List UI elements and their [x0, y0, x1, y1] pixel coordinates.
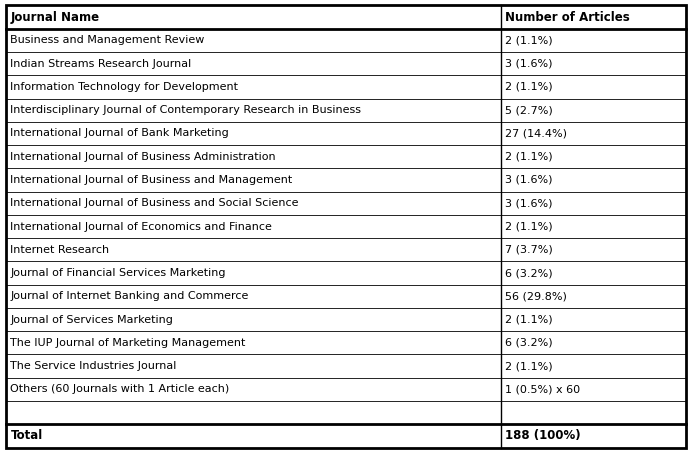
Text: International Journal of Economics and Finance: International Journal of Economics and F… [10, 222, 272, 231]
Text: 2 (1.1%): 2 (1.1%) [505, 222, 553, 231]
Text: Business and Management Review: Business and Management Review [10, 35, 205, 45]
Text: Interdisciplinary Journal of Contemporary Research in Business: Interdisciplinary Journal of Contemporar… [10, 105, 361, 115]
Text: International Journal of Bank Marketing: International Journal of Bank Marketing [10, 128, 229, 139]
Text: 6 (3.2%): 6 (3.2%) [505, 268, 553, 278]
Text: Journal of Services Marketing: Journal of Services Marketing [10, 314, 173, 325]
Text: 3 (1.6%): 3 (1.6%) [505, 198, 553, 208]
Text: 1 (0.5%) x 60: 1 (0.5%) x 60 [505, 385, 581, 395]
Text: 2 (1.1%): 2 (1.1%) [505, 361, 553, 371]
Text: International Journal of Business Administration: International Journal of Business Admini… [10, 152, 276, 162]
Text: Others (60 Journals with 1 Article each): Others (60 Journals with 1 Article each) [10, 385, 230, 395]
Text: Total: Total [10, 429, 43, 443]
Text: 2 (1.1%): 2 (1.1%) [505, 82, 553, 92]
Text: 7 (3.7%): 7 (3.7%) [505, 245, 553, 255]
Text: 3 (1.6%): 3 (1.6%) [505, 175, 553, 185]
Text: 27 (14.4%): 27 (14.4%) [505, 128, 567, 139]
Text: Journal of Financial Services Marketing: Journal of Financial Services Marketing [10, 268, 226, 278]
Text: The IUP Journal of Marketing Management: The IUP Journal of Marketing Management [10, 338, 246, 348]
Text: 2 (1.1%): 2 (1.1%) [505, 314, 553, 325]
Text: International Journal of Business and Social Science: International Journal of Business and So… [10, 198, 299, 208]
Text: 2 (1.1%): 2 (1.1%) [505, 152, 553, 162]
Text: 5 (2.7%): 5 (2.7%) [505, 105, 553, 115]
Text: Information Technology for Development: Information Technology for Development [10, 82, 238, 92]
Text: 188 (100%): 188 (100%) [505, 429, 581, 443]
Text: Journal of Internet Banking and Commerce: Journal of Internet Banking and Commerce [10, 291, 248, 301]
Text: Number of Articles: Number of Articles [505, 10, 630, 24]
Text: Journal Name: Journal Name [10, 10, 100, 24]
Text: The Service Industries Journal: The Service Industries Journal [10, 361, 176, 371]
Text: International Journal of Business and Management: International Journal of Business and Ma… [10, 175, 293, 185]
Text: 56 (29.8%): 56 (29.8%) [505, 291, 567, 301]
Text: Internet Research: Internet Research [10, 245, 109, 255]
Text: 6 (3.2%): 6 (3.2%) [505, 338, 553, 348]
Text: 3 (1.6%): 3 (1.6%) [505, 58, 553, 68]
Text: Indian Streams Research Journal: Indian Streams Research Journal [10, 58, 192, 68]
Text: 2 (1.1%): 2 (1.1%) [505, 35, 553, 45]
